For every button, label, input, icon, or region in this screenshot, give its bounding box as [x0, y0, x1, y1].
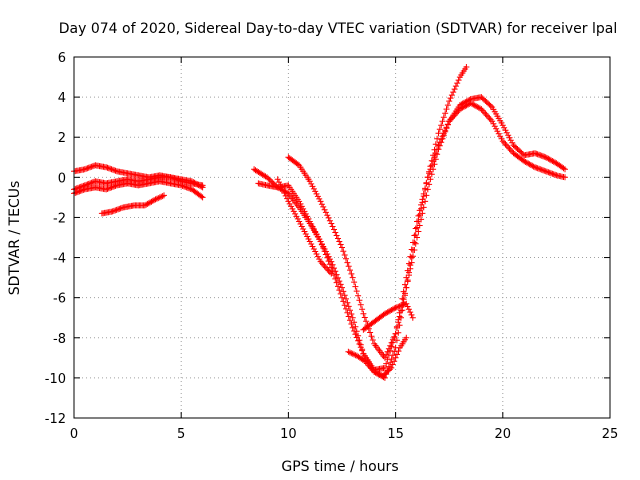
tick-label-y: 0 [58, 171, 66, 186]
data-points [285, 94, 568, 361]
series-track-h [274, 176, 335, 277]
series-track-i [345, 334, 410, 379]
data-points [345, 334, 410, 379]
x-axis-title: GPS time / hours [281, 459, 398, 475]
series-track-g [285, 94, 568, 361]
tick-label-y: -2 [53, 211, 66, 226]
plot-border [73, 56, 611, 419]
tick-label-y: 4 [58, 91, 66, 106]
tick-label-x: 15 [387, 427, 404, 442]
chart-title: Day 074 of 2020, Sidereal Day-to-day VTE… [59, 21, 617, 37]
tick-label-y: -8 [53, 332, 66, 347]
data-points [274, 176, 335, 277]
tick-label-x: 0 [70, 427, 78, 442]
tick-label-y: 2 [58, 131, 66, 146]
y-axis-title: SDTVAR / TECUs [7, 181, 23, 296]
tick-label-x: 20 [495, 427, 512, 442]
tick-label-x: 10 [280, 427, 297, 442]
series-track-j [360, 300, 416, 333]
tick-label-y: 6 [58, 51, 66, 66]
tick-label-x: 25 [602, 427, 619, 442]
data-points [98, 192, 167, 217]
tick-label-y: -10 [45, 372, 66, 387]
tick-label-y: -6 [53, 292, 66, 307]
data-layer [71, 64, 568, 381]
ticks [73, 56, 611, 419]
data-points [360, 300, 416, 333]
tick-labels: 0 5 10 15 20 25 -12 -10 -8 -6 -4 -2 0 2 4 6 [45, 51, 619, 442]
tick-label-y: -12 [45, 412, 66, 427]
tick-label-y: -4 [53, 252, 66, 267]
tick-label-x: 5 [177, 427, 185, 442]
series-track-d [98, 192, 167, 217]
